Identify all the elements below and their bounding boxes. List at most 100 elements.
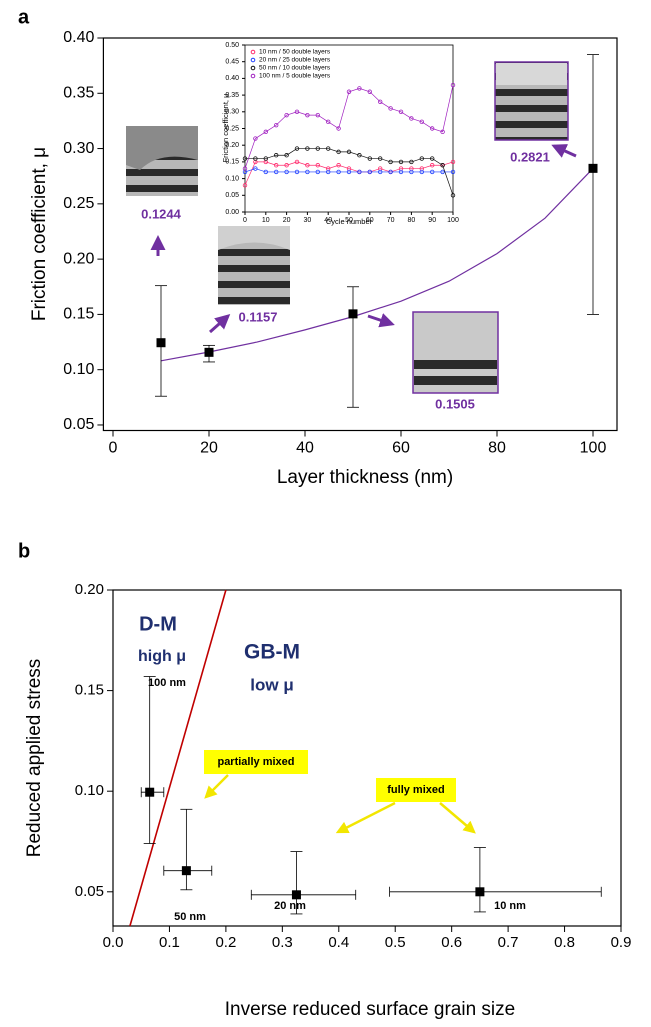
series-marker	[346, 89, 352, 94]
point	[588, 163, 598, 173]
y-tick-label: 0.20	[63, 250, 94, 267]
y-tick-label: 0.35	[63, 85, 94, 102]
series-marker	[253, 166, 258, 171]
series-marker	[357, 86, 362, 91]
x-tick-label: 0.7	[498, 934, 519, 951]
point	[145, 787, 155, 797]
axis-frame	[112, 589, 622, 927]
x-tick-label: 0.0	[103, 934, 124, 951]
point	[475, 887, 485, 897]
series-marker	[305, 169, 310, 175]
series-marker	[315, 146, 320, 151]
x-tick-label: 40	[324, 217, 332, 224]
series-line	[244, 161, 454, 186]
series-marker	[398, 169, 404, 175]
series-marker	[367, 169, 372, 175]
point-label: 100 nm	[148, 677, 186, 689]
series-marker	[450, 82, 456, 88]
series-marker	[346, 149, 352, 155]
series-marker	[274, 169, 279, 175]
x-tick-label: 30	[304, 217, 312, 224]
series-marker	[326, 119, 331, 125]
y-axis-title: Friction coefficient, μ	[221, 94, 230, 163]
series-marker	[336, 163, 341, 168]
point	[156, 338, 166, 348]
series-marker	[398, 159, 404, 165]
series-marker	[430, 126, 435, 131]
x-tick-label: 0.5	[385, 934, 406, 951]
y-tick-label: 0.00	[225, 209, 239, 216]
inset-background	[245, 45, 453, 212]
region-label: low μ	[250, 675, 293, 694]
series-marker	[378, 169, 383, 175]
series-marker	[336, 126, 341, 131]
series-marker	[430, 156, 435, 161]
y-tick-label: 0.45	[225, 59, 239, 66]
series-marker	[263, 169, 268, 175]
series-marker	[294, 109, 300, 114]
x-tick-label: 20	[200, 440, 218, 457]
y-tick-label: 0.10	[63, 361, 94, 378]
point-label: 50 nm	[174, 911, 206, 923]
callout-box	[204, 750, 308, 774]
series-marker	[294, 146, 300, 151]
y-tick-label: 0.50	[225, 42, 239, 49]
x-tick-label: 80	[408, 217, 416, 224]
tem-image	[218, 226, 290, 305]
x-tick-label: 0.8	[554, 934, 575, 951]
series-marker	[315, 112, 320, 118]
series-marker	[274, 153, 279, 158]
series-marker	[274, 163, 279, 168]
x-axis-title: Inverse reduced surface grain size	[225, 999, 515, 1020]
x-tick-label: 90	[428, 217, 436, 224]
x-tick-label: 20	[283, 217, 291, 224]
series-marker	[274, 122, 279, 128]
point-label: 10 nm	[494, 900, 526, 912]
series-marker	[450, 169, 456, 175]
series-marker	[357, 153, 362, 158]
series-marker	[305, 146, 310, 151]
legend-marker	[250, 49, 256, 55]
series-marker	[388, 169, 393, 175]
series-marker	[419, 119, 424, 125]
x-tick-label: 0.3	[272, 934, 293, 951]
axis-frame	[102, 37, 618, 432]
x-tick-label: 0.2	[215, 934, 236, 951]
x-tick-label: 0.1	[159, 934, 180, 951]
y-tick-label: 0.15	[225, 159, 239, 166]
series-marker	[388, 159, 393, 165]
y-tick-label: 0.05	[75, 883, 104, 900]
y-tick-label: 0.40	[225, 75, 239, 82]
series-marker	[450, 159, 456, 165]
region-label: GB-M	[244, 641, 300, 664]
data-label: 0.1157	[238, 309, 277, 324]
series-marker	[388, 106, 393, 111]
x-tick-label: 10	[262, 217, 270, 224]
series-marker	[294, 159, 300, 165]
series-marker	[326, 169, 331, 175]
y-tick-label: 0.30	[63, 140, 94, 157]
tem-image	[126, 126, 198, 196]
x-axis-title: Cycle number	[326, 217, 373, 226]
panel-label: b	[18, 540, 30, 562]
data-label: 0.1505	[435, 396, 475, 411]
series-marker	[346, 169, 352, 175]
series-line	[244, 168, 453, 173]
series-marker	[440, 169, 445, 175]
fit-curve	[160, 168, 594, 362]
series-marker	[284, 169, 289, 175]
series-marker	[336, 169, 341, 175]
series-marker	[367, 156, 372, 161]
series-marker	[284, 112, 289, 118]
x-tick-label: 0.4	[328, 934, 349, 951]
y-tick-label: 0.10	[75, 782, 104, 799]
point	[348, 309, 358, 319]
y-tick-label: 0.05	[225, 192, 239, 199]
region-label: high μ	[138, 648, 186, 665]
series-marker	[242, 156, 248, 161]
series-marker	[284, 153, 289, 158]
series-marker	[263, 156, 268, 161]
series-marker	[263, 129, 268, 135]
point	[181, 866, 191, 876]
